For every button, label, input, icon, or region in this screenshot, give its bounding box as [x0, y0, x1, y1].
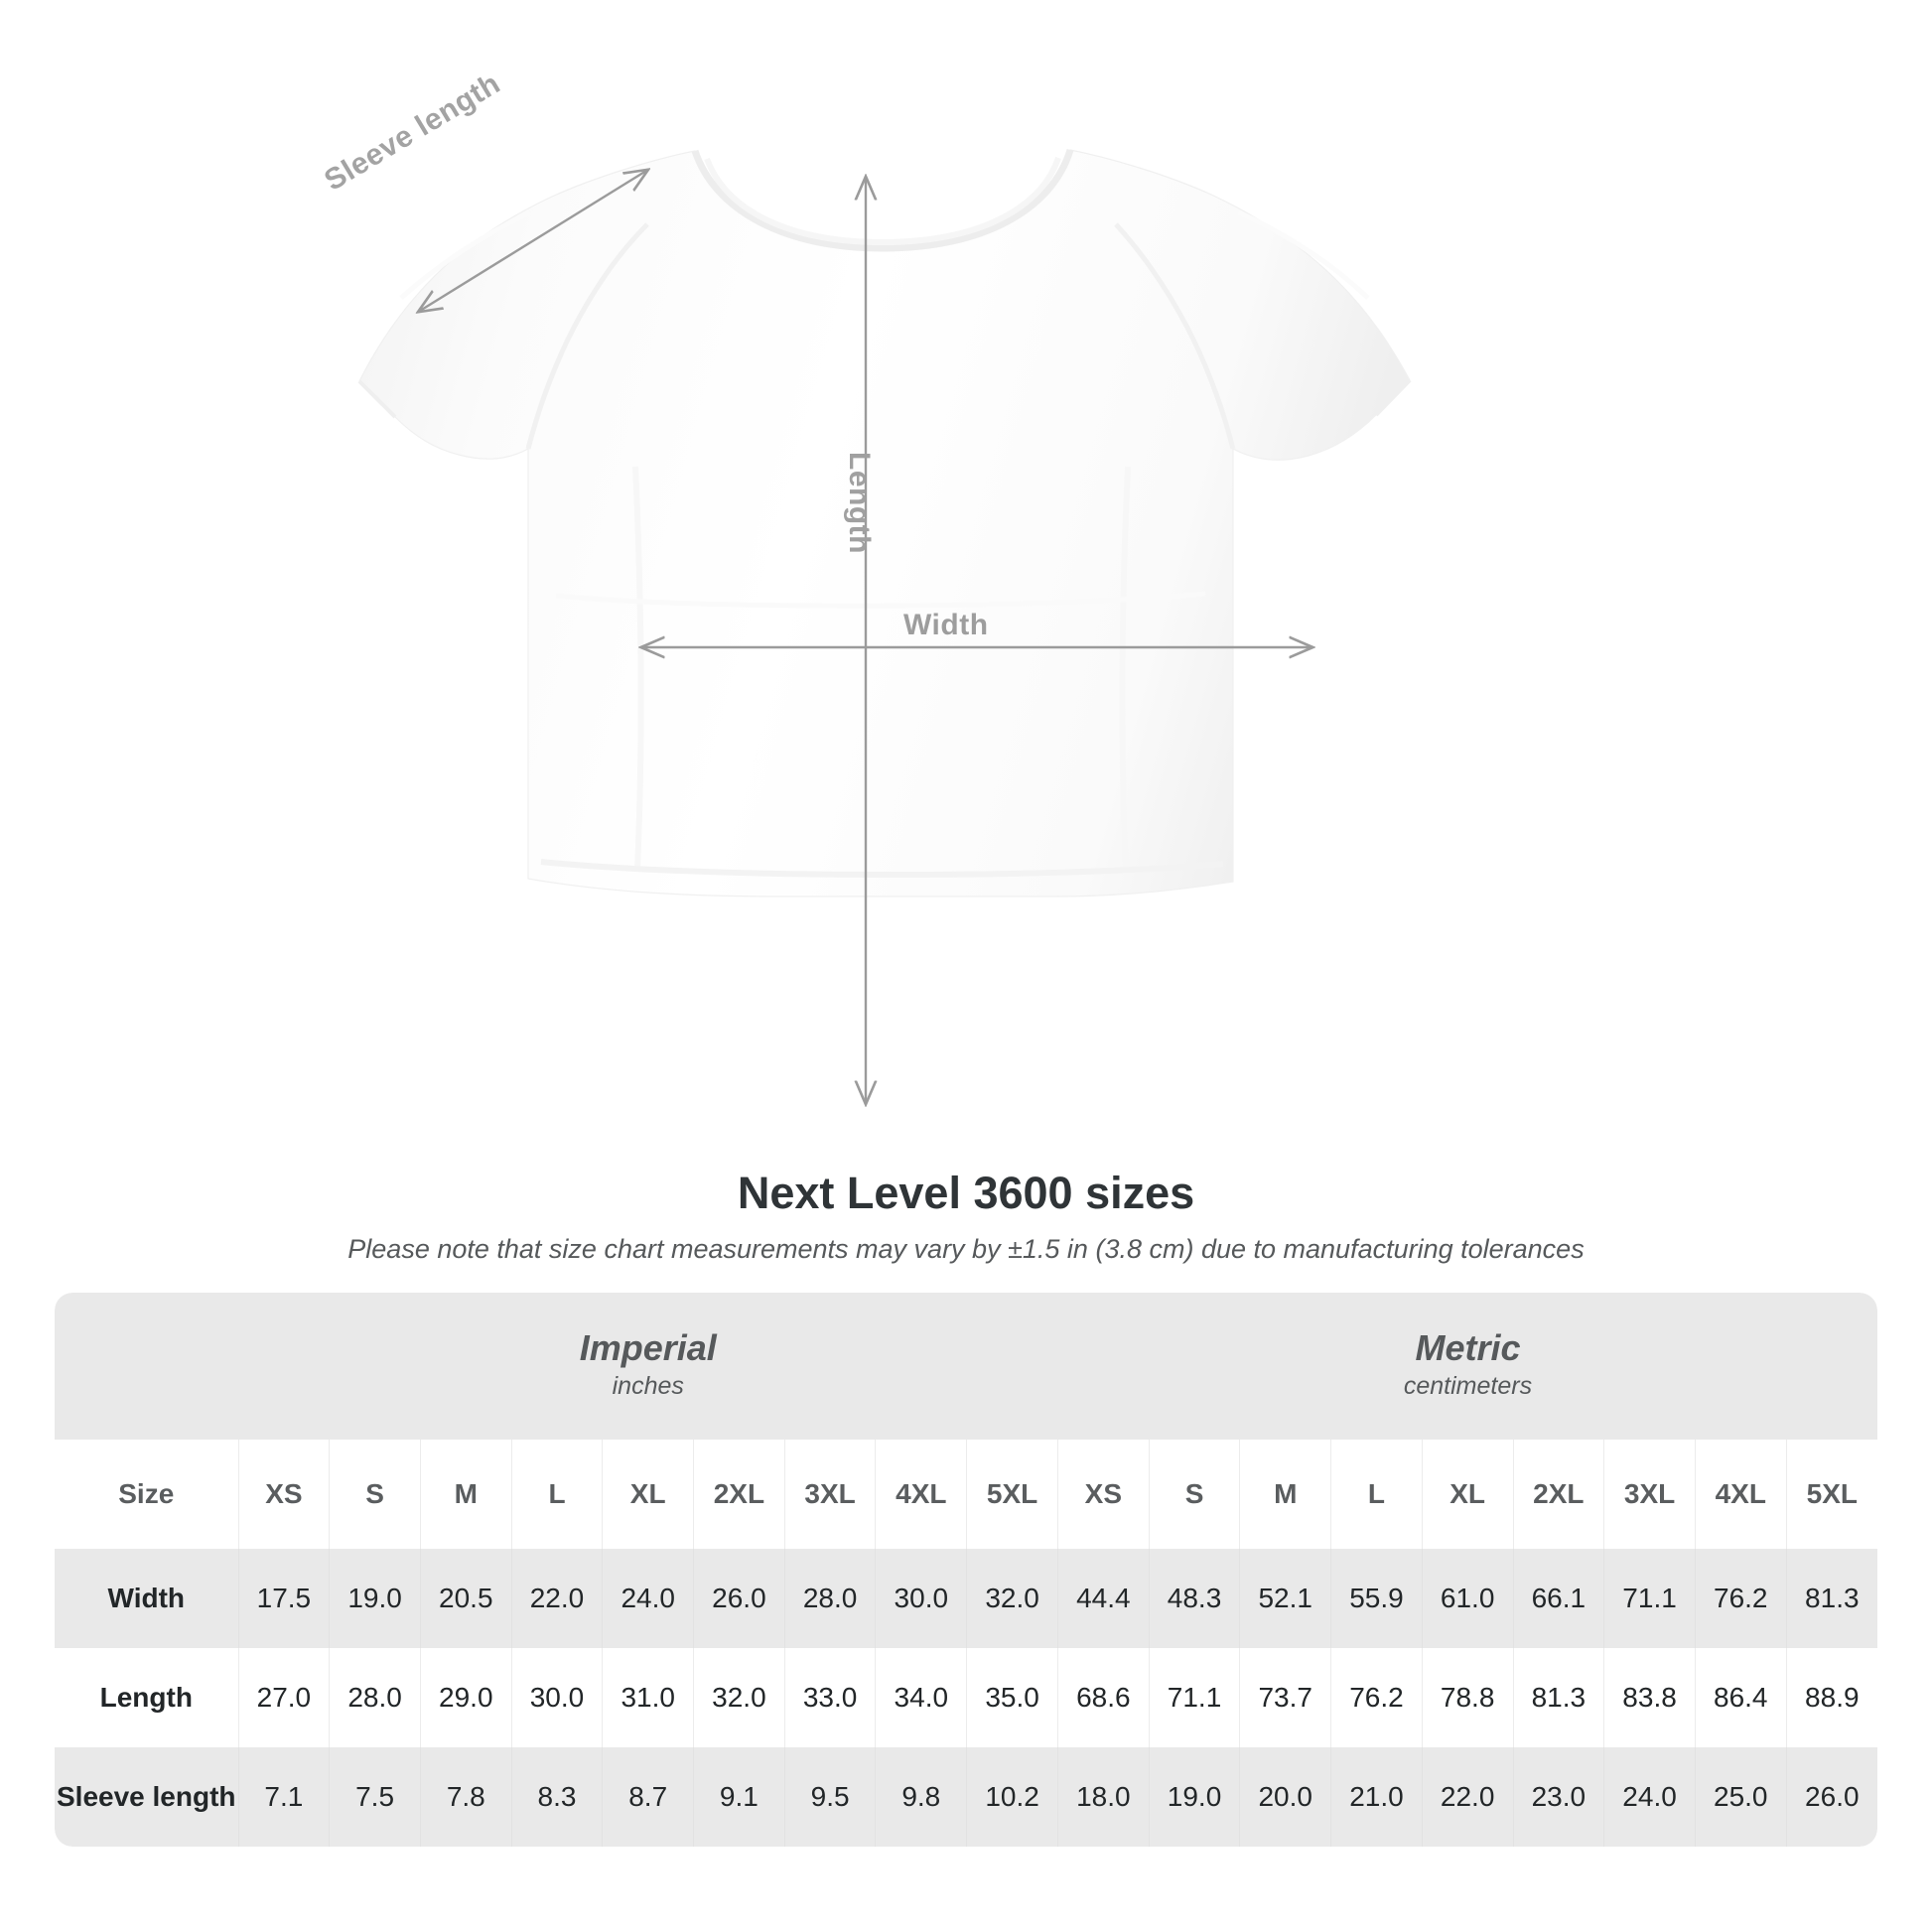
- cell: 31.0: [602, 1648, 695, 1747]
- page-title: Next Level 3600 sizes: [737, 1168, 1195, 1218]
- size-header-cell: S: [1149, 1440, 1241, 1549]
- cell: 8.3: [511, 1747, 604, 1847]
- cell: 86.4: [1695, 1648, 1787, 1747]
- shirt-silhouette: [357, 148, 1412, 897]
- unit-group-metric-sub: centimeters: [1403, 1371, 1533, 1400]
- cell: 34.0: [875, 1648, 968, 1747]
- cell: 28.0: [329, 1648, 421, 1747]
- cell: 83.8: [1603, 1648, 1696, 1747]
- cell: 7.8: [420, 1747, 512, 1847]
- cell: 35.0: [966, 1648, 1058, 1747]
- cell: 44.4: [1057, 1549, 1150, 1648]
- size-row-label: Size: [55, 1440, 239, 1549]
- tolerance-note: Please note that size chart measurements…: [347, 1234, 1585, 1264]
- cell: 30.0: [875, 1549, 968, 1648]
- cell: 24.0: [602, 1549, 695, 1648]
- cell: 9.8: [875, 1747, 968, 1847]
- unit-group-metric-name: Metric: [1415, 1326, 1521, 1368]
- size-header-cell: S: [329, 1440, 421, 1549]
- size-header-cell: 4XL: [875, 1440, 968, 1549]
- cell: 9.1: [693, 1747, 785, 1847]
- cell: 30.0: [511, 1648, 604, 1747]
- size-header-cell: L: [1330, 1440, 1423, 1549]
- cell: 68.6: [1057, 1648, 1150, 1747]
- cell: 81.3: [1513, 1648, 1605, 1747]
- cell: 17.5: [238, 1549, 331, 1648]
- cell: 18.0: [1057, 1747, 1150, 1847]
- cell: 32.0: [966, 1549, 1058, 1648]
- row-label: Sleeve length: [55, 1747, 239, 1847]
- size-header-row: Size XS S M L XL 2XL 3XL 4XL 5XL XS S M …: [55, 1440, 1877, 1549]
- unit-group-imperial-sub: inches: [612, 1371, 684, 1400]
- cell: 26.0: [1786, 1747, 1877, 1847]
- size-header-cell: XL: [602, 1440, 695, 1549]
- size-header-cell: L: [511, 1440, 604, 1549]
- cell: 9.5: [784, 1747, 877, 1847]
- cell: 78.8: [1422, 1648, 1514, 1747]
- cell: 73.7: [1239, 1648, 1332, 1747]
- cell: 28.0: [784, 1549, 877, 1648]
- size-header-cell: M: [420, 1440, 512, 1549]
- unit-head-spacer: [55, 1293, 239, 1440]
- cell: 66.1: [1513, 1549, 1605, 1648]
- cell: 48.3: [1149, 1549, 1241, 1648]
- tshirt-illustration: [357, 148, 1412, 1152]
- cell: 10.2: [966, 1747, 1058, 1847]
- unit-group-metric: Metric centimeters: [1057, 1293, 1877, 1440]
- size-header-cell: 3XL: [1603, 1440, 1696, 1549]
- cell: 76.2: [1695, 1549, 1787, 1648]
- cell: 20.0: [1239, 1747, 1332, 1847]
- cell: 22.0: [511, 1549, 604, 1648]
- cell: 8.7: [602, 1747, 695, 1847]
- cell: 71.1: [1603, 1549, 1696, 1648]
- garment-diagram: Sleeve length Length Width: [319, 67, 1412, 1152]
- length-label: Length: [843, 452, 876, 554]
- size-header-cell: 5XL: [966, 1440, 1058, 1549]
- cell: 20.5: [420, 1549, 512, 1648]
- cell: 88.9: [1786, 1648, 1877, 1747]
- cell: 76.2: [1330, 1648, 1423, 1747]
- cell: 33.0: [784, 1648, 877, 1747]
- table-row: Length 27.0 28.0 29.0 30.0 31.0 32.0 33.…: [55, 1648, 1877, 1747]
- cell: 55.9: [1330, 1549, 1423, 1648]
- width-label: Width: [903, 609, 989, 641]
- size-header-cell: XL: [1422, 1440, 1514, 1549]
- cell: 19.0: [1149, 1747, 1241, 1847]
- size-header-cell: 4XL: [1695, 1440, 1787, 1549]
- cell: 21.0: [1330, 1747, 1423, 1847]
- cell: 7.1: [238, 1747, 331, 1847]
- cell: 29.0: [420, 1648, 512, 1747]
- cell: 7.5: [329, 1747, 421, 1847]
- unit-group-imperial-name: Imperial: [579, 1326, 717, 1368]
- cell: 22.0: [1422, 1747, 1514, 1847]
- row-label: Width: [55, 1549, 239, 1648]
- cell: 26.0: [693, 1549, 785, 1648]
- size-header-cell: XS: [1057, 1440, 1150, 1549]
- size-header-cell: 2XL: [1513, 1440, 1605, 1549]
- size-header-cell: XS: [238, 1440, 331, 1549]
- cell: 24.0: [1603, 1747, 1696, 1847]
- cell: 71.1: [1149, 1648, 1241, 1747]
- size-header-cell: 2XL: [693, 1440, 785, 1549]
- sleeve-length-dimension-arrow: [420, 171, 646, 311]
- unit-group-header-row: Imperial inches Metric centimeters: [55, 1293, 1877, 1440]
- row-label: Length: [55, 1648, 239, 1747]
- cell: 32.0: [693, 1648, 785, 1747]
- cell: 61.0: [1422, 1549, 1514, 1648]
- cell: 52.1: [1239, 1549, 1332, 1648]
- table-row: Width 17.5 19.0 20.5 22.0 24.0 26.0 28.0…: [55, 1549, 1877, 1648]
- size-header-cell: M: [1239, 1440, 1332, 1549]
- cell: 25.0: [1695, 1747, 1787, 1847]
- unit-group-imperial: Imperial inches: [238, 1293, 1058, 1440]
- size-chart-table: Imperial inches Metric centimeters Size …: [55, 1293, 1877, 1847]
- cell: 81.3: [1786, 1549, 1877, 1648]
- table-row: Sleeve length 7.1 7.5 7.8 8.3 8.7 9.1 9.…: [55, 1747, 1877, 1847]
- size-header-cell: 3XL: [784, 1440, 877, 1549]
- cell: 27.0: [238, 1648, 331, 1747]
- dimension-lines: [420, 171, 1311, 1102]
- cell: 19.0: [329, 1549, 421, 1648]
- cell: 23.0: [1513, 1747, 1605, 1847]
- size-header-cell: 5XL: [1786, 1440, 1877, 1549]
